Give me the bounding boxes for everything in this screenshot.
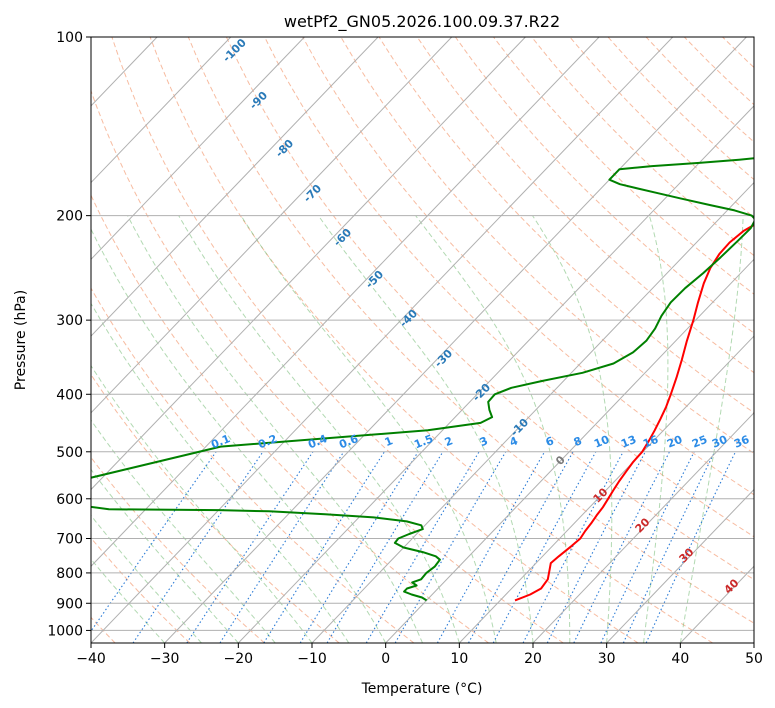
dry-adiabats (91, 37, 775, 643)
isotherm-gridline (311, 181, 754, 643)
mixing-ratio-line (263, 451, 385, 643)
dry-adiabat (149, 37, 713, 643)
x-tick-label: −10 (297, 651, 327, 667)
isotherm-gridline (164, 37, 747, 643)
mixing-ratio-line (186, 451, 314, 643)
y-axis-label: Pressure (hPa) (13, 290, 29, 390)
y-tick-label: 1000 (47, 623, 83, 639)
x-axis-ticks: −40 −30 −20 −10 0 10 20 30 40 50 (76, 643, 763, 667)
moist-adiabat (178, 215, 460, 643)
x-tick-label: 20 (524, 651, 542, 667)
grid (0, 37, 754, 643)
y-tick-label: 800 (56, 566, 83, 582)
mixing-ratio-line (91, 451, 217, 633)
mixing-ratio-line (600, 451, 695, 643)
x-tick-label: 50 (745, 651, 763, 667)
isotherm-gridline (91, 37, 674, 643)
dry-adiabat (91, 89, 564, 643)
y-tick-label: 600 (56, 492, 83, 508)
moist-adiabat (127, 215, 423, 643)
isotherm-gridline (91, 37, 379, 337)
moist-adiabat (532, 215, 613, 643)
moist-adiabats (91, 215, 744, 643)
mixing-ratio-label: 2 (443, 434, 455, 449)
dry-adiabat (91, 194, 489, 643)
y-tick-label: 100 (56, 30, 83, 46)
dry-adiabat (225, 37, 754, 581)
dry-adiabat (91, 537, 191, 643)
y-tick-label: 700 (56, 532, 83, 548)
chart-title: wetPf2_GN05.2026.100.09.37.R22 (284, 12, 560, 32)
y-tick-label: 500 (56, 445, 83, 461)
isotherm-gridline (385, 258, 754, 643)
isotherm-gridline (753, 642, 754, 643)
mixing-ratio-label: 3 (478, 434, 490, 449)
mixing-ratio-label: 25 (690, 433, 709, 451)
mixing-ratio-label: 10 (592, 433, 611, 451)
mixing-ratio-line (573, 451, 670, 643)
mixing-ratio-line (219, 451, 345, 643)
moist-adiabat (415, 215, 571, 643)
x-tick-label: 10 (450, 651, 468, 667)
mixing-ratio-line (436, 451, 546, 643)
x-tick-label: −20 (224, 651, 254, 667)
dry-adiabat (91, 373, 340, 643)
temperature-line (514, 223, 754, 602)
y-tick-label: 200 (56, 209, 83, 225)
moist-adiabat (240, 215, 497, 643)
dry-adiabat (91, 456, 265, 643)
moist-adiabat (643, 215, 669, 643)
isotherm-gridline (458, 335, 754, 643)
moist-adiabat (91, 228, 387, 643)
dewpoint-line (91, 157, 754, 602)
x-tick-label: −40 (76, 651, 106, 667)
dry-adiabat (416, 37, 754, 374)
y-axis-ticks: 100 200 300 400 500 600 700 800 900 1000 (47, 30, 91, 639)
x-tick-label: 0 (381, 651, 390, 667)
moist-adiabat (91, 558, 166, 643)
moist-adiabat (317, 215, 534, 643)
mixing-ratio-label: 13 (619, 433, 638, 451)
sounding-series (91, 157, 754, 602)
dry-adiabat (454, 37, 754, 334)
x-tick-label: 30 (598, 651, 616, 667)
isotherm-gridline (91, 37, 232, 184)
y-tick-label: 900 (56, 596, 83, 612)
isotherm-gridline (91, 37, 600, 567)
isotherm-gridline (237, 105, 754, 643)
mixing-ratio-line (326, 451, 444, 643)
dry-adiabat (761, 37, 775, 643)
mixing-ratio-line (132, 451, 264, 643)
dry-adiabat (340, 37, 754, 455)
moist-adiabat (91, 514, 202, 643)
mixing-ratio-label: 1 (383, 434, 395, 449)
plot-frame (90, 36, 755, 644)
mixing-ratio-label: 16 (641, 433, 660, 451)
mixing-ratio-label: 8 (572, 434, 584, 449)
moist-adiabat (91, 302, 350, 643)
x-tick-label: −30 (150, 651, 180, 667)
isotherm-gridline (606, 488, 754, 643)
x-axis-label: Temperature (°C) (361, 681, 483, 697)
isotherm-gridline (532, 412, 754, 643)
mixing-ratio-label: 20 (665, 433, 684, 451)
isotherm-gridline (91, 37, 453, 414)
x-tick-label: 40 (671, 651, 689, 667)
plot-background (91, 37, 754, 643)
dry-adiabat (111, 37, 639, 643)
mixing-ratio-label: 30 (710, 433, 729, 451)
mixing-ratio-label: 36 (732, 433, 751, 451)
dry-adiabat (187, 37, 754, 624)
mixing-ratio-line (468, 451, 574, 643)
y-tick-label: 300 (56, 313, 83, 329)
y-tick-label: 400 (56, 387, 83, 403)
isotherm-gridline (91, 37, 305, 261)
isotherm-gridline (91, 37, 526, 491)
isotherm-gridline (0, 37, 10, 643)
